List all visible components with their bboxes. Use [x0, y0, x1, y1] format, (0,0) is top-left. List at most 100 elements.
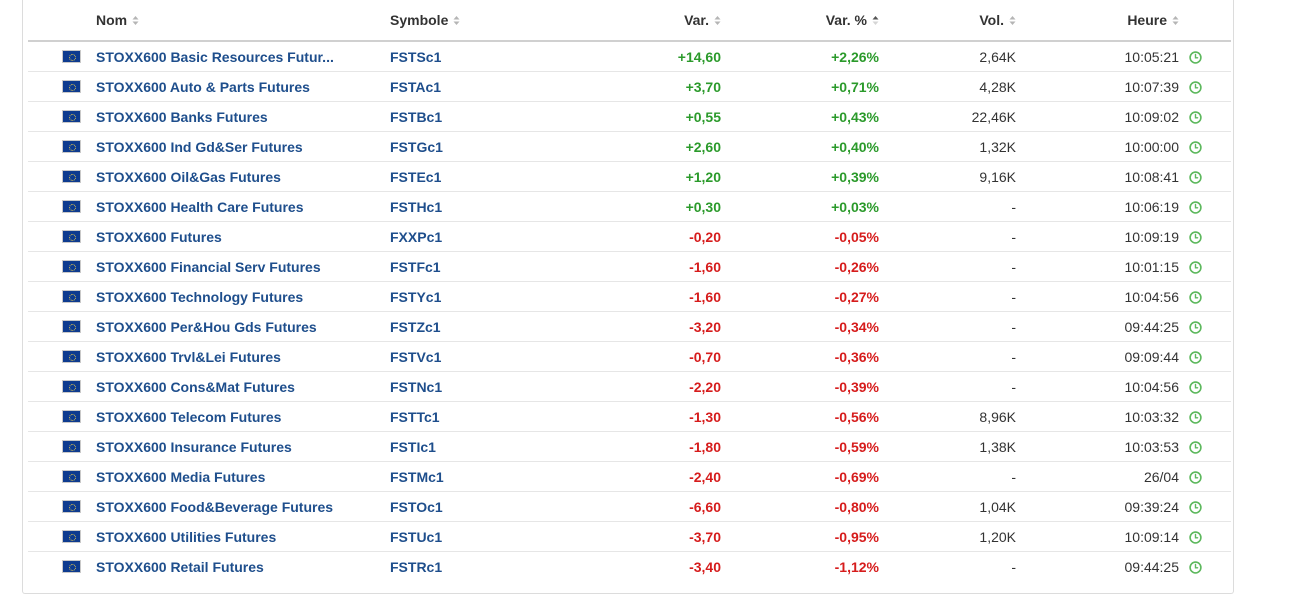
instrument-name-link[interactable]: STOXX600 Technology Futures — [96, 288, 304, 305]
eu-flag-icon — [62, 470, 81, 483]
instrument-name-link[interactable]: STOXX600 Insurance Futures — [96, 438, 292, 455]
table-row[interactable]: STOXX600 Futures FXXPc1 -0,20 -0,05% - 10:09:… — [28, 221, 1231, 252]
instrument-name-link[interactable]: STOXX600 Retail Futures — [96, 558, 264, 575]
time-cell: 26/04 — [1016, 461, 1179, 492]
column-header-vol[interactable]: Vol. — [879, 0, 1016, 42]
table-row[interactable]: STOXX600 Cons&Mat Futures FSTNc1 -2,20 -0,3… — [28, 371, 1231, 402]
instrument-name-link[interactable]: STOXX600 Cons&Mat Futures — [96, 378, 295, 395]
instrument-symbol-link[interactable]: FSTAc1 — [390, 78, 442, 95]
sort-icon[interactable] — [1172, 15, 1179, 26]
instrument-name-link[interactable]: STOXX600 Futures — [96, 228, 222, 245]
instrument-symbol-link[interactable]: FSTOc1 — [390, 498, 443, 515]
table-row[interactable]: STOXX600 Health Care Futures FSTHc1 +0,30 +… — [28, 191, 1231, 222]
var-pct-cell: -0,26% — [721, 251, 879, 282]
instrument-symbol-link[interactable]: FSTUc1 — [390, 528, 443, 545]
eu-flag-icon — [62, 350, 81, 363]
instrument-name-link[interactable]: STOXX600 Trvl&Lei Futures — [96, 348, 281, 365]
instrument-symbol-link[interactable]: FSTSc1 — [390, 48, 442, 65]
time-cell: 10:09:14 — [1016, 521, 1179, 552]
instrument-symbol-link[interactable]: FSTHc1 — [390, 198, 443, 215]
change-percent: -0,59% — [834, 438, 879, 455]
time-cell: 10:04:56 — [1016, 281, 1179, 312]
instrument-name-link[interactable]: STOXX600 Food&Beverage Futures — [96, 498, 334, 515]
flag-cell — [28, 221, 96, 252]
column-header-name[interactable]: Nom — [96, 0, 390, 42]
table-row[interactable]: STOXX600 Media Futures FSTMc1 -2,40 -0,69% -… — [28, 461, 1231, 492]
table-row[interactable]: STOXX600 Utilities Futures FSTUc1 -3,70 -0,… — [28, 521, 1231, 552]
column-header-var[interactable]: Var. — [540, 0, 721, 42]
flag-cell — [28, 371, 96, 402]
instrument-name-link[interactable]: STOXX600 Health Care Futures — [96, 198, 304, 215]
var-pct-cell: -0,27% — [721, 281, 879, 312]
change-percent: +0,40% — [831, 138, 879, 155]
volume-value: - — [1011, 288, 1016, 305]
instrument-symbol-link[interactable]: FSTGc1 — [390, 138, 443, 155]
clock-cell — [1179, 371, 1231, 402]
instrument-symbol-link[interactable]: FXXPc1 — [390, 228, 443, 245]
column-header-var-pct[interactable]: Var. % — [721, 0, 879, 42]
volume-cell: 1,38K — [879, 431, 1016, 462]
instrument-symbol-link[interactable]: FSTBc1 — [390, 108, 443, 125]
symbol-cell: FSTRc1 — [390, 552, 540, 582]
table-row[interactable]: STOXX600 Retail Futures FSTRc1 -3,40 -1,12%… — [28, 552, 1231, 582]
instrument-name-link[interactable]: STOXX600 Banks Futures — [96, 108, 268, 125]
table-row[interactable]: STOXX600 Ind Gd&Ser Futures FSTGc1 +2,60 +0… — [28, 131, 1231, 162]
table-row[interactable]: STOXX600 Auto & Parts Futures FSTAc1 +3,70… — [28, 71, 1231, 102]
table-row[interactable]: STOXX600 Banks Futures FSTBc1 +0,55 +0,43% 2… — [28, 101, 1231, 132]
change-value: -3,70 — [689, 528, 721, 545]
instrument-symbol-link[interactable]: FSTFc1 — [390, 258, 441, 275]
table-body: STOXX600 Basic Resources Futur... FSTSc1 +… — [28, 41, 1231, 581]
volume-value: - — [1011, 378, 1016, 395]
change-percent: -0,39% — [834, 378, 879, 395]
var-cell: -0,70 — [540, 341, 721, 372]
clock-cell — [1179, 251, 1231, 282]
instrument-name-link[interactable]: STOXX600 Auto & Parts Futures — [96, 78, 310, 95]
instrument-name-link[interactable]: STOXX600 Oil&Gas Futures — [96, 168, 281, 185]
sort-icon[interactable] — [1009, 15, 1016, 26]
volume-cell: 8,96K — [879, 401, 1016, 432]
table-row[interactable]: STOXX600 Per&Hou Gds Futures FSTZc1 -3,20 -… — [28, 311, 1231, 342]
instrument-symbol-link[interactable]: FSTIc1 — [390, 438, 436, 455]
clock-cell — [1179, 401, 1231, 432]
instrument-symbol-link[interactable]: FSTNc1 — [390, 378, 443, 395]
symbol-cell: FXXPc1 — [390, 221, 540, 252]
column-header-symbol[interactable]: Symbole — [390, 0, 540, 42]
instrument-symbol-link[interactable]: FSTTc1 — [390, 408, 440, 425]
instrument-symbol-link[interactable]: FSTVc1 — [390, 348, 442, 365]
column-header-time[interactable]: Heure — [1016, 0, 1179, 42]
volume-value: - — [1011, 468, 1016, 485]
table-row[interactable]: STOXX600 Insurance Futures FSTIc1 -1,80 -0,… — [28, 431, 1231, 462]
instrument-symbol-link[interactable]: FSTYc1 — [390, 288, 442, 305]
symbol-cell: FSTIc1 — [390, 431, 540, 462]
table-row[interactable]: STOXX600 Technology Futures FSTYc1 -1,60 -0… — [28, 281, 1231, 312]
flag-cell — [28, 491, 96, 522]
change-percent: -0,69% — [834, 468, 879, 485]
table-row[interactable]: STOXX600 Basic Resources Futur... FSTSc1 +… — [28, 41, 1231, 72]
sort-icon[interactable] — [132, 15, 139, 26]
instrument-name-link[interactable]: STOXX600 Telecom Futures — [96, 408, 282, 425]
instrument-name-link[interactable]: STOXX600 Ind Gd&Ser Futures — [96, 138, 303, 155]
instrument-name-link[interactable]: STOXX600 Per&Hou Gds Futures — [96, 318, 317, 335]
sort-icon[interactable] — [453, 15, 460, 26]
change-percent: -0,95% — [834, 528, 879, 545]
table-row[interactable]: STOXX600 Financial Serv Futures FSTFc1 -1,… — [28, 251, 1231, 282]
instrument-name-link[interactable]: STOXX600 Media Futures — [96, 468, 266, 485]
volume-value: 2,64K — [979, 48, 1016, 65]
name-cell: STOXX600 Auto & Parts Futures — [96, 71, 390, 102]
table-row[interactable]: STOXX600 Food&Beverage Futures FSTOc1 -6,6… — [28, 491, 1231, 522]
instrument-name-link[interactable]: STOXX600 Financial Serv Futures — [96, 258, 321, 275]
instrument-name-link[interactable]: STOXX600 Utilities Futures — [96, 528, 277, 545]
eu-flag-icon — [62, 80, 81, 93]
instrument-symbol-link[interactable]: FSTMc1 — [390, 468, 444, 485]
sort-icon[interactable] — [714, 15, 721, 26]
eu-flag-icon — [62, 380, 81, 393]
table-row[interactable]: STOXX600 Telecom Futures FSTTc1 -1,30 -0,56… — [28, 401, 1231, 432]
instrument-symbol-link[interactable]: FSTEc1 — [390, 168, 442, 185]
instrument-symbol-link[interactable]: FSTRc1 — [390, 558, 443, 575]
instrument-symbol-link[interactable]: FSTZc1 — [390, 318, 441, 335]
sort-desc-icon[interactable] — [872, 15, 879, 26]
table-row[interactable]: STOXX600 Oil&Gas Futures FSTEc1 +1,20 +0,39… — [28, 161, 1231, 192]
table-row[interactable]: STOXX600 Trvl&Lei Futures FSTVc1 -0,70 -0,3… — [28, 341, 1231, 372]
column-header-label: Symbole — [390, 12, 449, 28]
instrument-name-link[interactable]: STOXX600 Basic Resources Futur... — [96, 48, 334, 65]
